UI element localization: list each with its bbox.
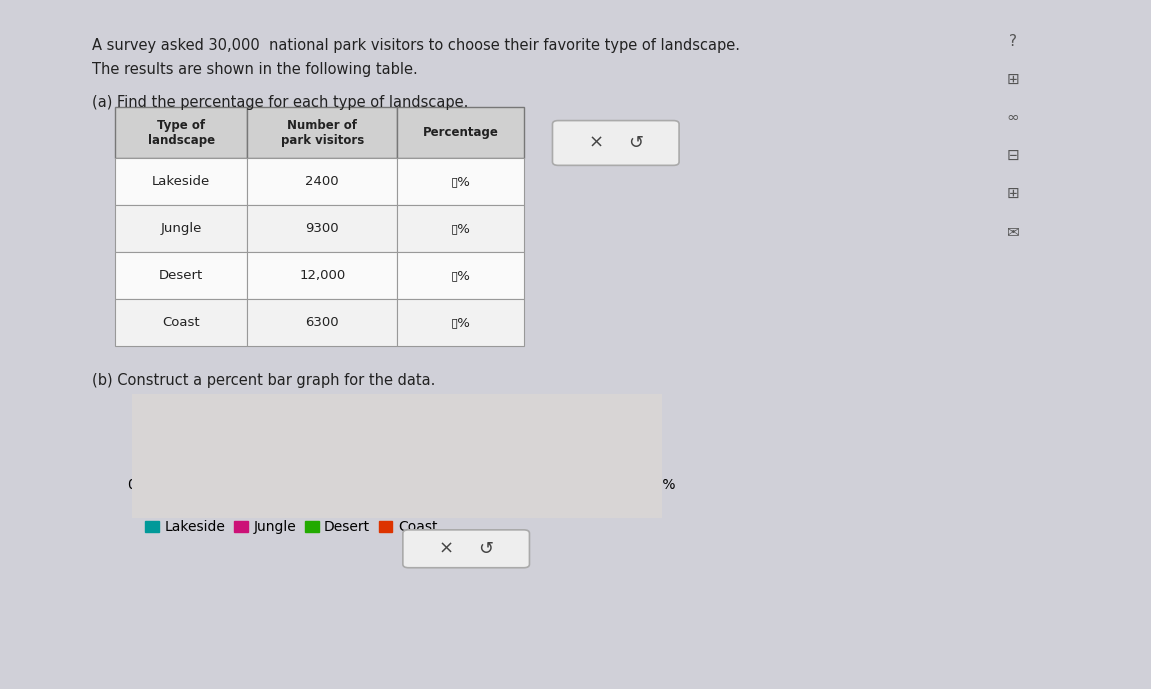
- Text: 25%: 25%: [312, 428, 352, 446]
- Text: ▯%: ▯%: [450, 176, 471, 188]
- Text: ⊟: ⊟: [1006, 148, 1020, 163]
- Bar: [138, 422, 267, 452]
- Text: Jungle: Jungle: [161, 223, 201, 235]
- Text: 9300: 9300: [305, 223, 340, 235]
- Text: ?: ?: [1009, 34, 1016, 50]
- Text: Percentage: Percentage: [422, 126, 498, 139]
- Text: ▯%: ▯%: [450, 223, 471, 235]
- Bar: [397, 422, 526, 452]
- Legend: Lakeside, Jungle, Desert, Coast: Lakeside, Jungle, Desert, Coast: [140, 515, 443, 540]
- Bar: [527, 422, 656, 452]
- Text: ×: ×: [588, 134, 604, 152]
- Text: The results are shown in the following table.: The results are shown in the following t…: [92, 62, 418, 77]
- Text: 2400: 2400: [305, 176, 340, 188]
- Text: Number of
park visitors: Number of park visitors: [281, 119, 364, 147]
- Text: ⊞: ⊞: [1006, 186, 1020, 201]
- Text: 6300: 6300: [305, 316, 340, 329]
- Text: ↺: ↺: [478, 539, 494, 558]
- Text: 25%: 25%: [183, 428, 223, 446]
- Text: (a) Find the percentage for each type of landscape.: (a) Find the percentage for each type of…: [92, 95, 468, 110]
- Bar: [267, 422, 397, 452]
- Text: ⊞: ⊞: [1006, 72, 1020, 88]
- Text: ×: ×: [439, 539, 455, 558]
- Text: ∞: ∞: [1006, 110, 1020, 125]
- Text: 25%: 25%: [571, 428, 611, 446]
- Text: (b) Construct a percent bar graph for the data.: (b) Construct a percent bar graph for th…: [92, 373, 435, 389]
- Text: Lakeside: Lakeside: [152, 176, 211, 188]
- Text: ✉: ✉: [1006, 224, 1020, 239]
- Text: Desert: Desert: [159, 269, 204, 282]
- Text: ↺: ↺: [627, 134, 643, 152]
- Text: A survey asked 30,000  national park visitors to choose their favorite type of l: A survey asked 30,000 national park visi…: [92, 38, 740, 53]
- Text: 12,000: 12,000: [299, 269, 345, 282]
- Text: Type of
landscape: Type of landscape: [147, 119, 215, 147]
- Text: ▯%: ▯%: [450, 316, 471, 329]
- Text: 25%: 25%: [442, 428, 482, 446]
- Text: Coast: Coast: [162, 316, 200, 329]
- Text: ▯%: ▯%: [450, 269, 471, 282]
